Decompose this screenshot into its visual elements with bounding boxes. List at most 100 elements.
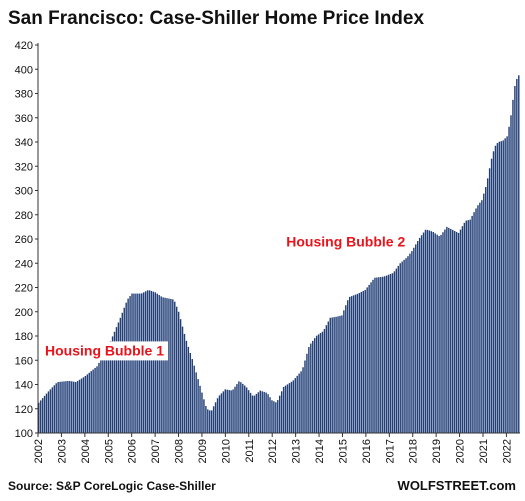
bar-month — [479, 202, 481, 433]
bar-month — [453, 230, 456, 433]
bar-month — [69, 381, 71, 433]
bar-month — [175, 306, 178, 433]
bar-month — [277, 400, 279, 433]
bar-month — [366, 287, 368, 433]
y-tick-label: 220 — [15, 283, 33, 295]
bar-month — [424, 229, 427, 433]
bar-month — [160, 296, 162, 433]
bar-month — [465, 220, 468, 433]
bar-month — [247, 390, 250, 433]
y-tick-label: 180 — [15, 331, 33, 343]
bar-month — [150, 291, 153, 433]
bar-month — [43, 395, 46, 433]
annotation-label: Housing Bubble 1 — [45, 342, 164, 358]
annotation-bg — [282, 232, 410, 252]
x-tick-label: 2018 — [408, 439, 420, 463]
bar-month — [356, 293, 359, 433]
bar-month — [135, 293, 137, 433]
bar-month — [242, 383, 244, 433]
bar-month — [47, 391, 50, 433]
bar-month — [255, 393, 258, 433]
bar-month — [226, 389, 228, 433]
bar-month — [92, 369, 94, 433]
x-tick-label: 2011 — [244, 439, 256, 463]
bar-month — [378, 277, 380, 433]
x-tick-label: 2013 — [291, 439, 303, 463]
bar-month — [428, 230, 431, 433]
bar-month — [90, 371, 92, 433]
bar-month — [67, 380, 69, 433]
bar-month — [372, 279, 374, 433]
y-tick-label: 340 — [15, 137, 33, 149]
bar-month — [286, 384, 289, 433]
bar-month — [432, 231, 434, 433]
bar-month — [164, 297, 166, 433]
bar-month — [300, 371, 302, 433]
bar-month — [420, 235, 423, 433]
bar-month — [302, 367, 304, 433]
bar-month — [500, 141, 502, 433]
bar-month — [127, 298, 129, 433]
bar-month — [265, 392, 267, 433]
bar-month — [179, 319, 182, 433]
bar-month — [269, 397, 271, 433]
bar-month — [341, 315, 343, 433]
bar-month — [315, 335, 318, 433]
bar-month — [451, 229, 454, 433]
bar-month — [236, 384, 238, 433]
x-tick-label: 2005 — [103, 439, 115, 463]
bar-month — [49, 389, 52, 433]
bar-month — [284, 385, 287, 433]
bar-month — [183, 333, 186, 433]
bar-month — [41, 398, 44, 433]
bar-month — [296, 375, 298, 433]
bar-month — [228, 390, 230, 433]
bar-month — [448, 227, 450, 433]
y-tick-label: 120 — [15, 404, 33, 416]
bar-month — [467, 220, 469, 433]
bar-month — [461, 226, 464, 433]
bar-month — [415, 244, 417, 433]
bar-month — [129, 296, 131, 433]
bar-month — [317, 334, 320, 433]
bar-month — [502, 140, 504, 433]
bar-month — [471, 215, 473, 433]
bar-month — [222, 391, 225, 433]
bar-month — [455, 231, 458, 433]
bar-month — [244, 385, 246, 433]
bar-month — [401, 261, 403, 433]
bars-group — [38, 75, 520, 434]
brand-label: WOLFSTREET.com — [398, 478, 516, 493]
x-tick-label: 2009 — [197, 439, 209, 463]
x-tick-label: 2022 — [501, 439, 513, 463]
bar-month — [275, 402, 277, 433]
bar-month — [473, 212, 475, 433]
bar-month — [249, 392, 252, 433]
x-tick-label: 2006 — [127, 439, 139, 463]
bar-month — [350, 296, 353, 433]
bar-month — [139, 293, 141, 433]
bar-month — [368, 284, 370, 433]
bar-month — [494, 145, 497, 433]
bar-month — [59, 381, 61, 433]
bar-month — [53, 385, 55, 433]
bar-month — [374, 277, 376, 433]
y-tick-label: 360 — [15, 113, 33, 125]
bar-month — [319, 333, 322, 433]
bar-month — [352, 295, 355, 433]
bar-month — [282, 386, 285, 433]
bar-month — [393, 271, 396, 433]
bar-month — [119, 317, 122, 433]
bar-month — [212, 406, 215, 433]
bar-month — [492, 151, 495, 434]
bar-month — [82, 377, 85, 433]
bar-month — [220, 393, 223, 433]
y-tick-label: 160 — [15, 355, 33, 367]
bar-month — [61, 381, 63, 433]
bar-month — [152, 291, 155, 433]
bar-month — [442, 232, 444, 433]
bar-month — [498, 141, 501, 433]
bar-month — [257, 392, 260, 433]
bar-month — [490, 158, 493, 433]
bar-month — [65, 381, 67, 433]
